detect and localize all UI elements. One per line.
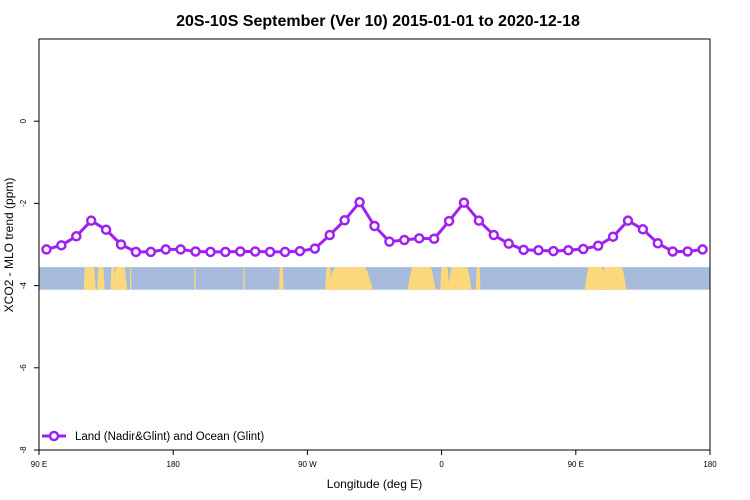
data-point	[85, 215, 97, 226]
data-point	[503, 238, 514, 249]
y-axis-label: XCO2 - MLO trend (ppm)	[2, 178, 16, 313]
data-point	[100, 224, 112, 235]
y-axis: 0 -2 -4 -6 -8	[19, 118, 39, 454]
data-point	[279, 246, 291, 258]
data-point	[324, 229, 336, 241]
data-point	[130, 246, 142, 258]
data-point	[413, 233, 425, 244]
land-region-1	[83, 267, 90, 290]
land-region-2	[97, 267, 105, 290]
land-ocean-mask	[39, 267, 710, 290]
x-tick-label: 90 E	[568, 460, 584, 469]
legend: Land (Nadir&Glint) and Ocean (Glint)	[42, 430, 264, 443]
data-point	[443, 215, 455, 227]
data-point	[399, 234, 410, 246]
plot-frame	[38, 38, 711, 451]
land-region-14	[475, 267, 481, 290]
data-point	[220, 246, 231, 258]
data-point	[548, 245, 559, 257]
land-region-3	[113, 267, 127, 290]
x-tick-label: 0	[439, 460, 444, 469]
y-tick-label: -8	[19, 446, 28, 454]
land-region-11	[407, 267, 436, 290]
x-tick-label: 90 E	[31, 460, 47, 469]
land-region-4	[110, 267, 116, 290]
x-axis: 90 E 180 90 W 0 90 E 180	[31, 450, 717, 469]
data-point	[488, 229, 500, 241]
land-region-13	[447, 267, 472, 290]
data-point	[71, 231, 82, 242]
x-axis-label: Longitude (deg E)	[327, 477, 422, 491]
data-point	[41, 244, 52, 255]
data-point	[428, 233, 440, 244]
data-point	[518, 244, 529, 256]
data-point	[294, 245, 306, 257]
land-region-5	[129, 267, 132, 290]
data-point	[235, 246, 246, 257]
data-point	[249, 246, 261, 257]
land-region-9	[326, 267, 374, 290]
data-point	[205, 246, 216, 258]
data-point	[339, 215, 350, 226]
y-tick-label: 0	[19, 118, 28, 123]
data-point	[309, 243, 321, 254]
data-point	[667, 246, 678, 257]
land-region-17	[595, 267, 602, 290]
legend-label: Land (Nadir&Glint) and Ocean (Glint)	[75, 431, 264, 443]
data-point	[607, 231, 619, 242]
data-point	[563, 245, 574, 256]
data-point	[637, 224, 649, 235]
data-point	[473, 215, 485, 226]
data-point	[592, 240, 604, 251]
data-point	[578, 243, 589, 255]
data-point	[384, 236, 395, 247]
legend-point-marker	[48, 430, 60, 442]
data-point	[175, 244, 186, 255]
land-region-6	[194, 267, 196, 290]
data-point	[369, 220, 380, 232]
x-tick-label: 180	[167, 460, 181, 469]
data-point	[264, 246, 276, 258]
data-point	[160, 244, 171, 255]
land-region-8	[279, 267, 284, 290]
y-tick-label: -4	[19, 281, 28, 289]
chart-title: 20S-10S September (Ver 10) 2015-01-01 to…	[176, 13, 580, 30]
land-region-7	[243, 267, 245, 290]
x-tick-label: 180	[703, 460, 717, 469]
land-region-10	[325, 267, 332, 290]
data-point	[697, 244, 708, 255]
data-point	[190, 246, 201, 257]
data-point	[458, 197, 470, 208]
y-tick-label: -6	[19, 364, 28, 372]
data-point	[145, 246, 157, 258]
y-tick-label: -2	[19, 199, 28, 207]
data-point	[115, 239, 127, 250]
land-region-12	[440, 267, 450, 290]
data-point	[56, 240, 67, 251]
data-point	[533, 245, 544, 256]
x-tick-label: 90 W	[298, 460, 317, 469]
data-point	[622, 215, 634, 226]
data-point	[652, 238, 664, 249]
ocean-band	[39, 267, 710, 290]
data-point	[354, 196, 365, 208]
series-layer	[41, 196, 708, 258]
land-region-16	[599, 267, 627, 290]
data-point	[682, 246, 693, 257]
